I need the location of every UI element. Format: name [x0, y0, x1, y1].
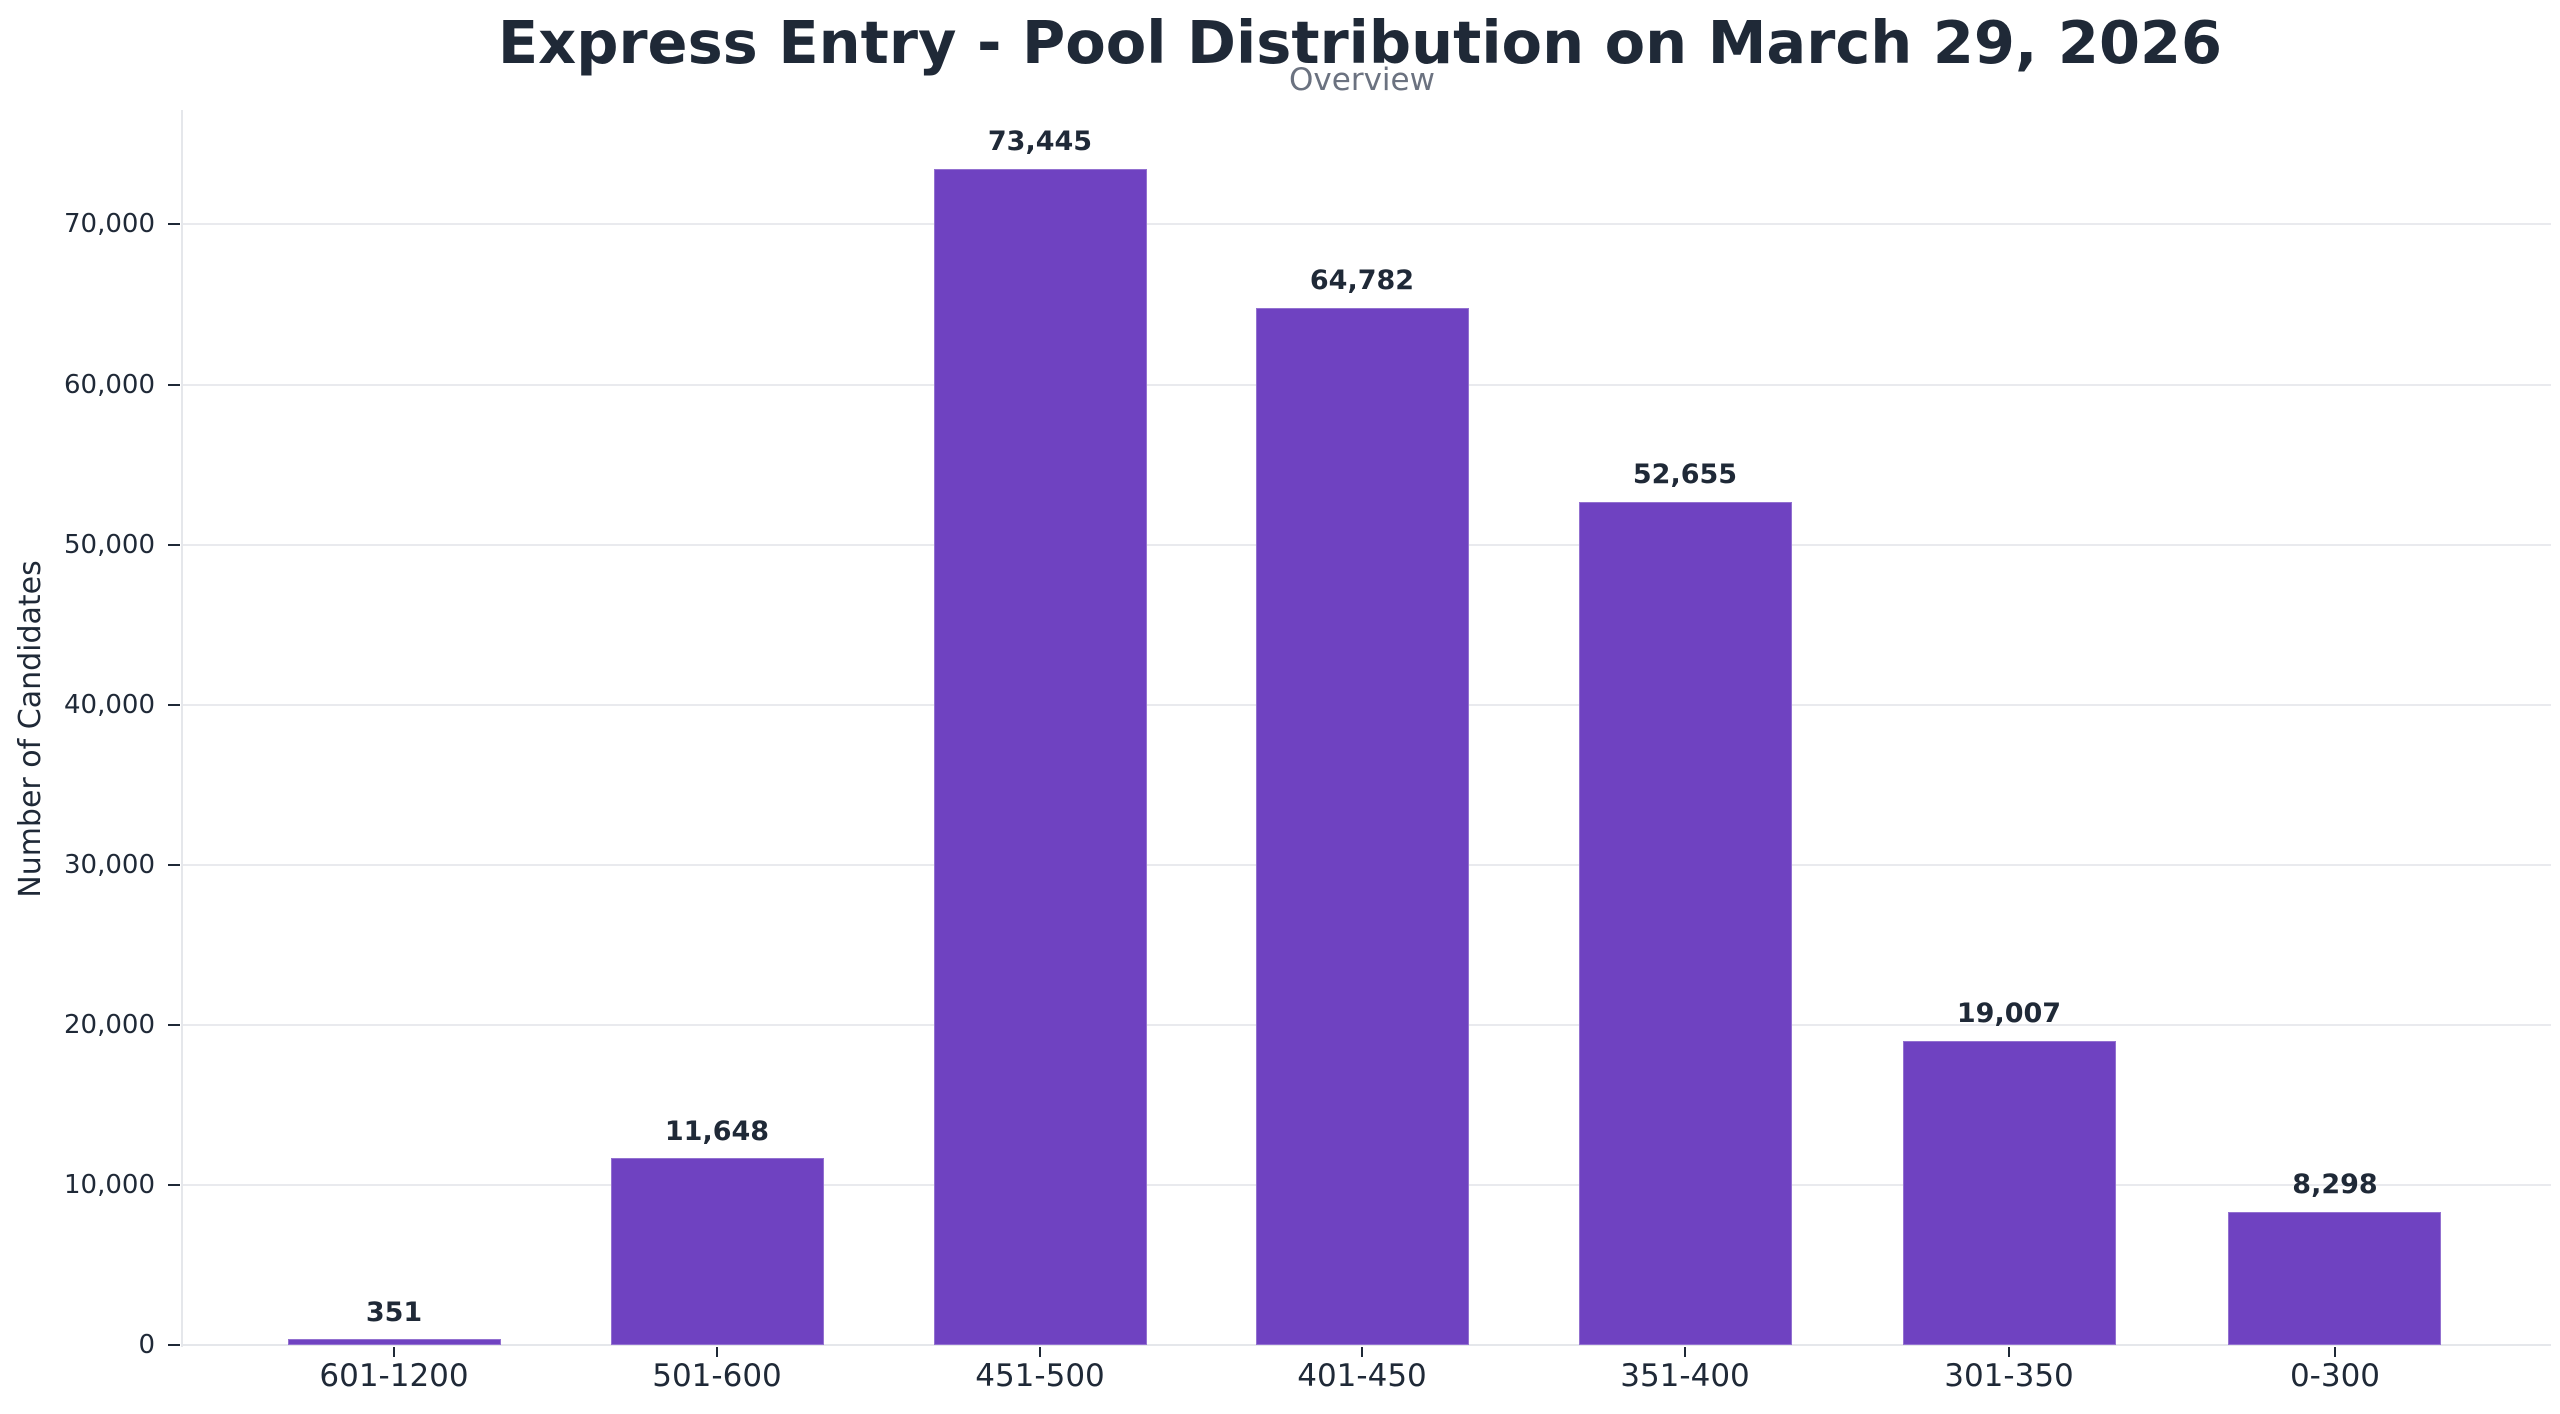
bar[interactable]	[1256, 308, 1469, 1345]
x-tick-label: 601-1200	[319, 1358, 469, 1394]
bar[interactable]	[2228, 1212, 2441, 1345]
bar[interactable]	[611, 1158, 824, 1345]
x-tick	[716, 1347, 718, 1357]
y-tick	[168, 1024, 180, 1026]
bar[interactable]	[288, 1339, 501, 1345]
bar-value-label: 64,782	[1309, 265, 1415, 296]
x-tick-label: 0-300	[2289, 1358, 2381, 1394]
y-tick	[168, 384, 180, 386]
x-tick	[1361, 1347, 1363, 1357]
chart-subtitle: Overview	[1289, 62, 1435, 98]
bar-value-label: 8,298	[2292, 1169, 2378, 1200]
x-tick-label: 351-400	[1620, 1358, 1750, 1394]
chart-title: Express Entry - Pool Distribution on Mar…	[497, 8, 2223, 77]
x-tick	[1684, 1347, 1686, 1357]
y-tick-label: 10,000	[64, 1170, 155, 1200]
y-tick-label: 40,000	[64, 690, 155, 720]
y-tick	[168, 223, 180, 225]
bar[interactable]	[1903, 1041, 2116, 1345]
y-tick	[168, 1344, 180, 1346]
y-tick	[168, 1184, 180, 1186]
x-tick-label: 401-450	[1297, 1358, 1427, 1394]
bar-value-label: 73,445	[987, 126, 1093, 157]
bar-value-label: 52,655	[1632, 459, 1738, 490]
y-tick-label: 30,000	[64, 850, 155, 880]
y-tick-label: 60,000	[64, 370, 155, 400]
y-tick-label: 20,000	[64, 1010, 155, 1040]
y-axis-label: Number of Candidates	[13, 560, 48, 898]
y-tick-label: 70,000	[64, 209, 155, 239]
x-axis-line	[181, 1344, 2551, 1346]
x-tick	[2334, 1347, 2336, 1357]
x-tick-label: 451-500	[975, 1358, 1105, 1394]
bar-value-label: 351	[365, 1297, 423, 1328]
y-axis-line	[181, 110, 183, 1347]
bar-value-label: 11,648	[664, 1116, 770, 1147]
x-tick-label: 301-350	[1944, 1358, 2074, 1394]
bar-value-label: 19,007	[1956, 998, 2062, 1029]
bar[interactable]	[934, 169, 1147, 1345]
x-tick	[1039, 1347, 1041, 1357]
x-tick-label: 501-600	[652, 1358, 782, 1394]
y-tick-label: 0	[138, 1330, 155, 1360]
y-tick	[168, 544, 180, 546]
y-tick	[168, 704, 180, 706]
bar[interactable]	[1579, 502, 1792, 1345]
x-tick	[393, 1347, 395, 1357]
x-tick	[2008, 1347, 2010, 1357]
y-tick	[168, 864, 180, 866]
gridline	[181, 223, 2551, 225]
y-tick-label: 50,000	[64, 530, 155, 560]
